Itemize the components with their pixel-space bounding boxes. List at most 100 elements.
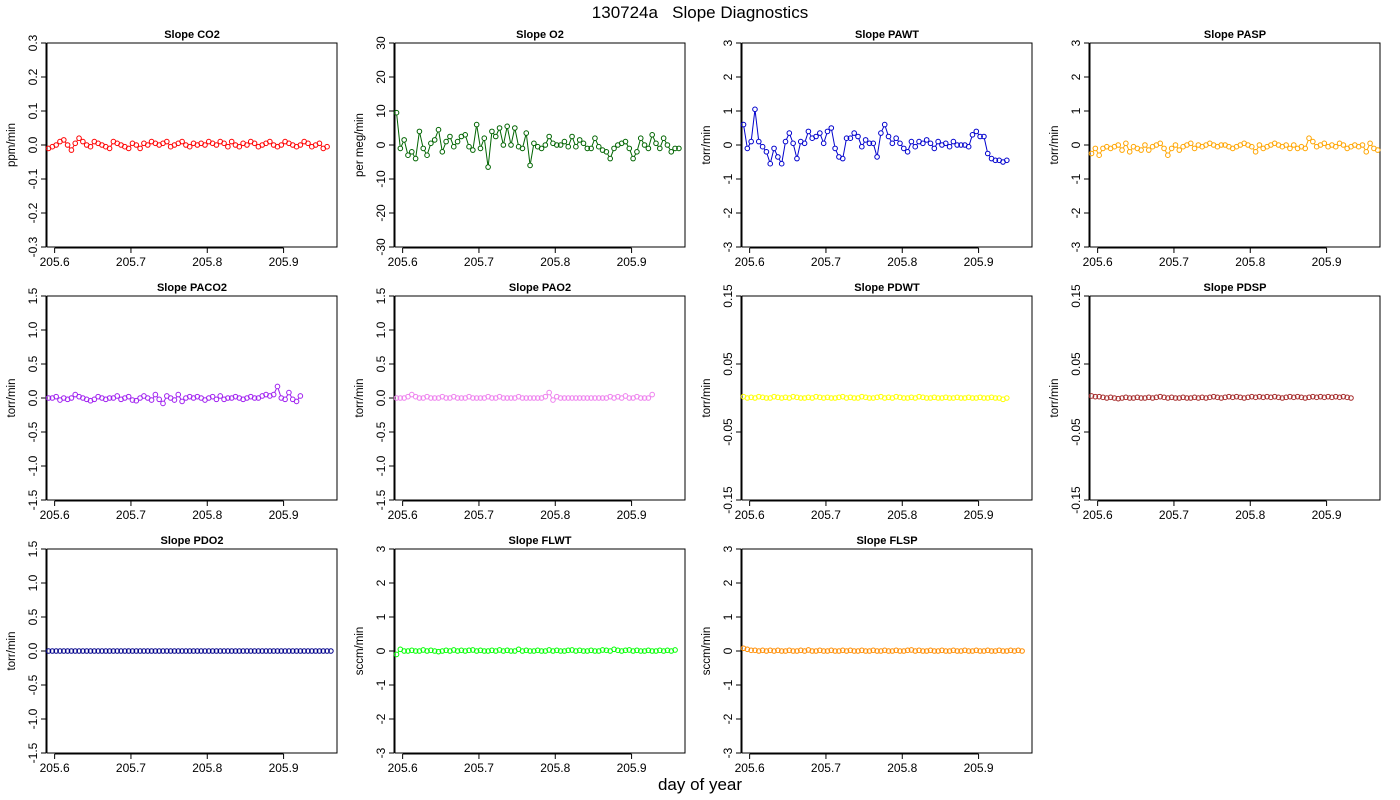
data-point — [889, 648, 896, 654]
data-point — [538, 648, 545, 654]
data-point — [893, 393, 899, 400]
data-point — [53, 142, 59, 148]
series-segment — [72, 145, 75, 149]
data-point — [209, 648, 216, 654]
y-tick-label: 1.0 — [374, 321, 388, 338]
data-point — [916, 393, 922, 400]
data-point — [847, 135, 854, 141]
data-point — [1336, 394, 1343, 401]
data-point — [824, 128, 831, 135]
data-point — [584, 395, 591, 401]
plot-panel-6: Slope PAO2 205.6 205.7 205.8 205.9 -1.5 -1.0 -0… — [354, 282, 686, 522]
data-point — [1119, 395, 1125, 401]
data-point — [225, 648, 231, 654]
data-point — [897, 140, 903, 147]
series-segment — [591, 140, 595, 147]
data-point — [908, 647, 915, 653]
series-segment — [522, 135, 527, 146]
data-point — [874, 394, 880, 401]
y-tick-label: -3 — [1069, 241, 1083, 252]
data-point — [576, 647, 583, 654]
data-point — [1268, 394, 1274, 401]
data-point — [435, 648, 442, 655]
plot-panel-11: Slope FLSP 205.6 205.7 205.8 205.9 -3 -2 -1 0 1 2 3… — [701, 535, 1033, 775]
data-point — [1126, 149, 1133, 155]
data-point — [767, 647, 774, 654]
data-point — [626, 145, 633, 152]
data-point — [405, 152, 411, 158]
data-point — [236, 143, 243, 150]
data-point — [885, 648, 892, 654]
series-segment — [152, 396, 155, 399]
data-point — [458, 647, 465, 654]
y-tick-label: 0.0 — [26, 136, 40, 153]
y-axis-label: per meg/min — [354, 113, 366, 177]
data-point — [668, 149, 675, 155]
series-segment — [797, 144, 801, 157]
data-point — [954, 142, 961, 148]
series-segment — [652, 136, 656, 142]
data-point — [110, 648, 117, 654]
x-tick-label: 205.7 — [116, 761, 146, 775]
data-point — [431, 395, 438, 401]
data-point — [301, 648, 307, 654]
data-point — [133, 142, 140, 148]
series-segment — [873, 145, 877, 155]
series-segment — [412, 153, 415, 157]
data-point — [1138, 147, 1144, 153]
data-point — [183, 648, 189, 654]
series-segment — [766, 154, 770, 162]
data-point — [542, 142, 549, 148]
data-point — [500, 142, 507, 148]
y-tick-label: -0.05 — [721, 418, 735, 446]
data-point — [141, 648, 147, 654]
data-point — [832, 145, 838, 152]
data-point — [485, 164, 491, 170]
data-point — [866, 140, 873, 147]
y-tick-label: 0 — [374, 141, 388, 148]
data-point — [439, 648, 446, 654]
data-point — [813, 648, 819, 654]
data-point — [828, 395, 835, 401]
x-tick-label: 205.9 — [269, 508, 299, 522]
data-point — [118, 648, 124, 654]
series-segment — [1164, 150, 1168, 154]
data-point — [1187, 395, 1194, 401]
data-point — [595, 648, 602, 654]
data-point — [156, 648, 162, 654]
data-point — [259, 648, 266, 654]
data-point — [194, 648, 201, 654]
data-point — [557, 648, 564, 654]
data-point — [1332, 393, 1339, 400]
data-point — [763, 395, 770, 401]
data-point — [790, 393, 796, 400]
series-segment — [499, 130, 504, 143]
y-tick-label: -1 — [721, 173, 735, 184]
data-point — [771, 145, 777, 152]
data-point — [584, 145, 591, 152]
plot-frame — [1089, 42, 1381, 248]
x-tick-label: 205.6 — [40, 761, 70, 775]
data-point — [397, 395, 404, 401]
data-point — [1195, 395, 1202, 401]
y-tick-label: 0.2 — [26, 68, 40, 85]
data-point — [767, 160, 774, 167]
data-point — [862, 394, 869, 401]
data-point — [454, 648, 461, 654]
data-point — [416, 648, 423, 654]
data-point — [156, 396, 162, 403]
series-segment — [1122, 145, 1126, 149]
data-point — [454, 395, 461, 401]
x-tick-label: 205.6 — [735, 761, 765, 775]
data-point — [740, 121, 747, 128]
y-tick-label: 1.0 — [26, 321, 40, 338]
data-point — [175, 648, 182, 654]
x-tick-label: 205.9 — [617, 761, 647, 775]
x-tick-label: 205.6 — [40, 255, 70, 269]
data-point — [935, 648, 941, 654]
series-segment — [641, 140, 644, 143]
data-point — [797, 395, 804, 401]
data-point — [939, 395, 945, 401]
series-segment — [876, 135, 881, 155]
data-point — [1115, 142, 1122, 148]
